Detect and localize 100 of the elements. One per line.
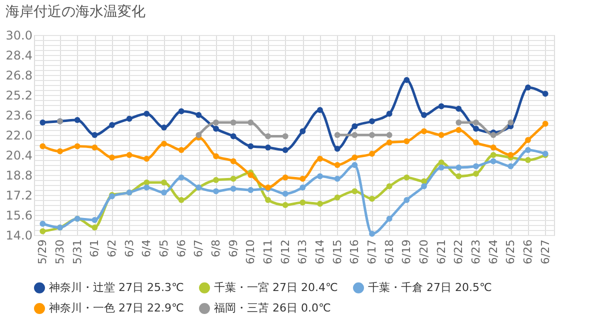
x-tick-label: 5/31	[70, 240, 84, 264]
point	[74, 143, 80, 150]
x-tick-label: 6/1	[88, 240, 102, 258]
point	[248, 143, 254, 150]
point	[92, 132, 98, 138]
point	[300, 176, 306, 182]
point	[456, 120, 462, 126]
point	[438, 132, 444, 138]
point	[126, 152, 132, 158]
legend-label: 福岡・三苫 26日 0.0℃	[214, 302, 331, 314]
point	[490, 144, 496, 150]
point	[369, 230, 375, 237]
point	[334, 132, 340, 138]
point	[421, 128, 427, 134]
point	[265, 144, 271, 150]
x-tick-label: 6/18	[382, 240, 396, 264]
point	[282, 147, 288, 153]
point	[473, 126, 479, 132]
x-tick-label: 6/8	[210, 240, 222, 258]
legend-label: 千葉・千倉 27日 20.5℃	[368, 280, 492, 294]
point	[178, 108, 184, 114]
point	[317, 173, 323, 180]
point	[178, 147, 184, 153]
chart-title: 海岸付近の海水温変化	[5, 4, 146, 20]
point	[490, 132, 496, 138]
point	[144, 184, 150, 190]
point	[161, 190, 167, 196]
point	[109, 122, 115, 128]
point	[473, 163, 479, 170]
y-tick-label: 20.4	[6, 148, 32, 162]
point	[525, 137, 531, 143]
y-tick-label: 23.6	[6, 108, 32, 122]
point	[40, 228, 46, 234]
point	[300, 200, 306, 206]
point	[421, 183, 427, 190]
y-tick-label: 22.0	[6, 128, 32, 142]
point	[213, 153, 219, 160]
x-tick-label: 6/13	[296, 240, 310, 264]
point	[161, 180, 167, 186]
point	[230, 158, 236, 164]
point	[109, 154, 115, 160]
point	[334, 176, 340, 182]
point	[386, 140, 392, 146]
x-tick-label: 6/23	[470, 240, 482, 264]
point	[490, 158, 496, 164]
point	[352, 188, 358, 194]
point	[369, 196, 375, 202]
point	[334, 146, 340, 152]
point	[438, 164, 444, 170]
point	[265, 133, 271, 140]
point	[282, 133, 288, 140]
point	[230, 176, 236, 182]
point	[473, 170, 479, 177]
y-tick-label: 28.4	[6, 48, 32, 62]
point	[456, 164, 462, 170]
point	[213, 126, 219, 132]
point	[525, 147, 531, 153]
point	[92, 217, 98, 223]
legend-label: 千葉・一宮 27日 20.4℃	[214, 280, 338, 294]
y-tick-label: 25.2	[6, 88, 32, 102]
x-tick-label: 6/2	[106, 240, 118, 258]
x-tick-label: 6/21	[434, 240, 448, 264]
point	[404, 138, 410, 144]
point	[144, 156, 150, 162]
point	[282, 202, 288, 208]
point	[317, 107, 323, 113]
x-tick-label: 6/27	[538, 240, 552, 264]
point	[456, 173, 462, 180]
x-tick-label: 6/25	[504, 240, 518, 264]
x-tick-label: 6/10	[244, 240, 258, 264]
point	[386, 183, 392, 190]
point	[92, 144, 98, 150]
point	[352, 132, 358, 138]
point	[352, 162, 358, 168]
point	[178, 174, 184, 180]
x-tick-label: 5/29	[36, 240, 50, 264]
point	[369, 118, 375, 124]
point	[230, 133, 236, 140]
point	[456, 106, 462, 112]
point	[386, 110, 392, 117]
point	[508, 163, 514, 170]
point	[473, 120, 479, 126]
point	[300, 128, 306, 134]
point	[248, 120, 254, 126]
point	[213, 120, 219, 126]
point	[421, 112, 427, 118]
point	[525, 84, 531, 90]
point	[230, 186, 236, 192]
x-tick-label: 6/7	[192, 240, 206, 258]
point	[213, 177, 219, 183]
point	[40, 220, 46, 227]
x-tick-label: 6/20	[418, 240, 430, 264]
point	[40, 143, 46, 150]
point	[161, 124, 167, 130]
x-tick-label: 6/6	[174, 240, 188, 258]
x-tick-label: 6/12	[278, 240, 292, 264]
point	[352, 123, 358, 130]
x-tick-label: 6/22	[452, 240, 466, 264]
y-tick-label: 26.8	[6, 68, 32, 82]
point	[404, 197, 410, 203]
